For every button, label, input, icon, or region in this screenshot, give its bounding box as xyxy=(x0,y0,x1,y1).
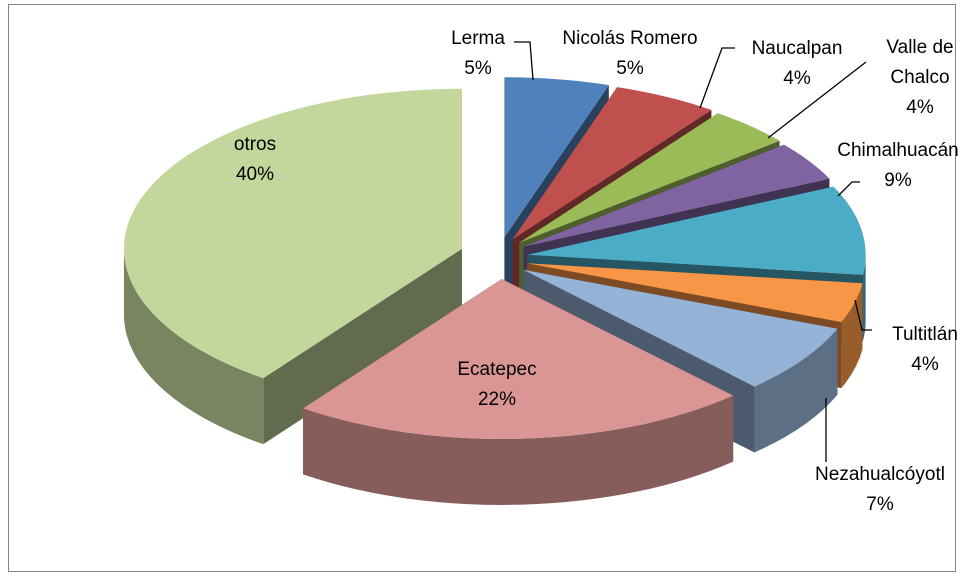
value-label: 5% xyxy=(616,58,644,79)
value-label: 4% xyxy=(783,68,811,89)
leader-line xyxy=(837,181,860,197)
data-label: Nicolás Romero 5% xyxy=(535,24,725,84)
leader-line xyxy=(767,61,867,139)
category-name: Naucalpan xyxy=(751,38,843,59)
value-label: 4% xyxy=(906,97,934,118)
leader-lines xyxy=(514,41,872,462)
leader-line xyxy=(699,47,735,109)
data-label: Chimalhuacán 9% xyxy=(828,136,963,196)
slice-top xyxy=(504,77,609,238)
slices xyxy=(123,77,866,505)
slice-top xyxy=(303,278,734,439)
slice-wall xyxy=(862,254,866,341)
slice-wall xyxy=(754,328,838,453)
value-label: 5% xyxy=(464,58,492,79)
category-name: Nicolás Romero xyxy=(562,28,698,49)
slice-top xyxy=(519,113,780,243)
slice xyxy=(123,88,462,445)
data-label: otros 40% xyxy=(205,130,305,190)
data-label: Naucalpan 4% xyxy=(737,34,857,94)
data-label: Valle de Chalco 4% xyxy=(875,33,963,123)
slice-top xyxy=(523,144,830,247)
value-label: 22% xyxy=(477,389,517,410)
data-label: Nezahualcóyotl 7% xyxy=(790,460,963,520)
value-label: 9% xyxy=(884,170,912,191)
leader-line xyxy=(514,41,534,81)
slice-wall xyxy=(123,248,264,445)
leader-line xyxy=(854,299,872,331)
slice-side xyxy=(263,248,462,445)
category-name: Tultitlán xyxy=(892,324,958,345)
category-name: Chimalhuacán xyxy=(837,140,959,161)
data-label: Lerma 5% xyxy=(433,24,523,84)
chart-border xyxy=(8,4,956,572)
slice-wall xyxy=(303,395,734,505)
data-label: Tultitlán 4% xyxy=(870,320,963,380)
slice-top xyxy=(512,87,712,240)
slice-top xyxy=(527,263,863,323)
category-name: otros xyxy=(233,134,277,155)
category-name: Ecatepec xyxy=(457,359,537,380)
value-label: 7% xyxy=(866,494,894,515)
category-name: Valle de Chalco xyxy=(886,37,954,88)
slice-top xyxy=(523,269,838,387)
data-label: Ecatepec 22% xyxy=(437,355,557,415)
slice-top xyxy=(123,88,462,379)
slice xyxy=(303,278,734,505)
category-name: Lerma xyxy=(451,28,505,49)
value-label: 40% xyxy=(235,164,275,185)
slice-top xyxy=(527,186,866,275)
value-label: 4% xyxy=(911,354,939,375)
category-name: Nezahualcóyotl xyxy=(815,464,945,485)
